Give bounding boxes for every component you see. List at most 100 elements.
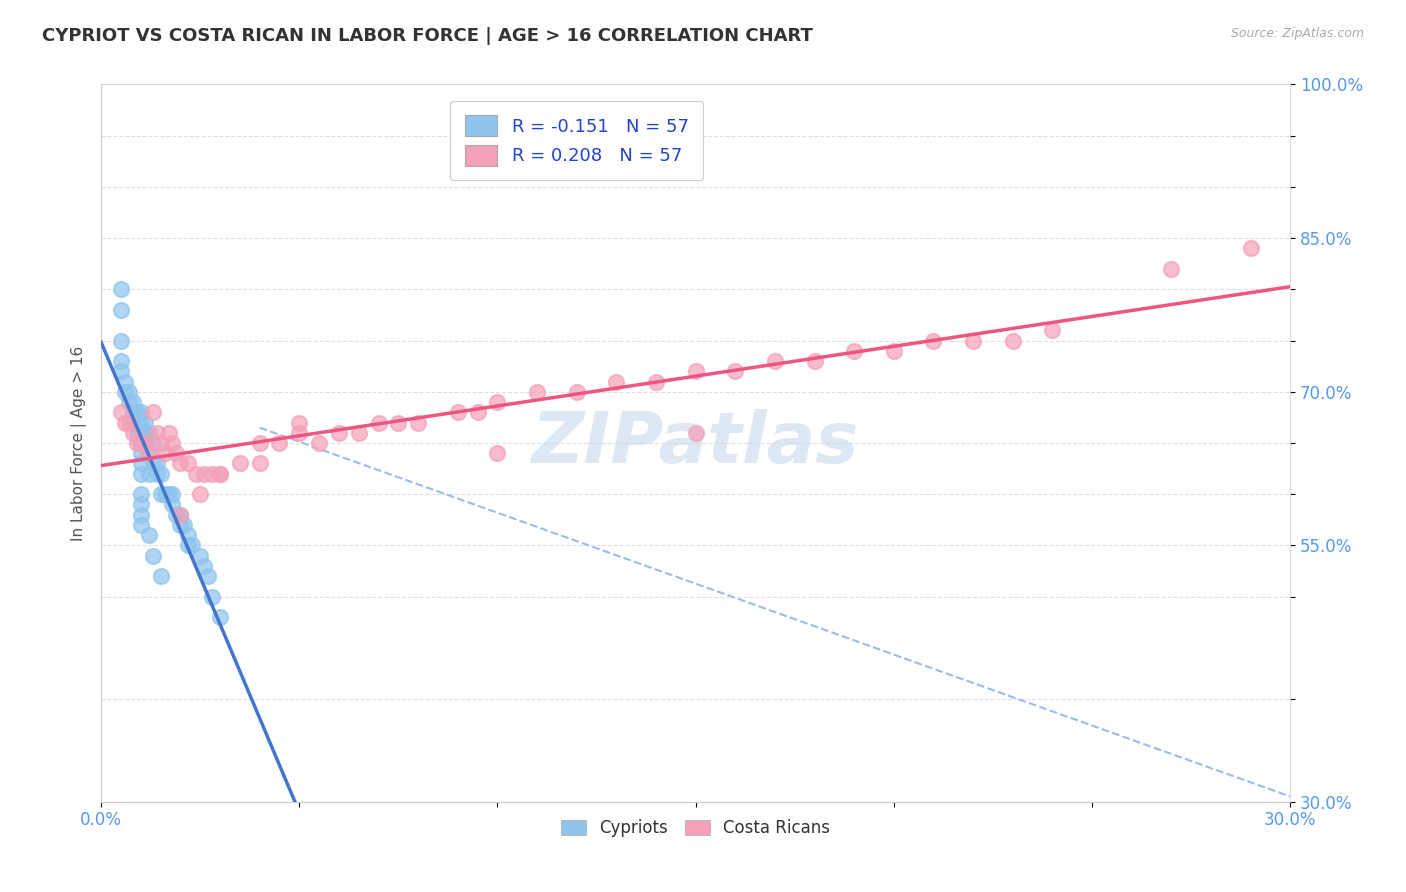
Point: [922, 334, 945, 348]
Y-axis label: In Labor Force | Age > 16: In Labor Force | Age > 16: [72, 345, 87, 541]
Point: [134, 436, 156, 450]
Point: [114, 375, 136, 389]
Point: [208, 467, 231, 481]
Point: [125, 416, 148, 430]
Point: [249, 436, 271, 450]
Point: [121, 416, 143, 430]
Point: [803, 354, 825, 368]
Point: [110, 364, 132, 378]
Point: [153, 446, 176, 460]
Point: [201, 467, 224, 481]
Point: [145, 425, 167, 440]
Point: [169, 457, 191, 471]
Point: [169, 508, 191, 522]
Point: [208, 610, 231, 624]
Point: [186, 467, 208, 481]
Point: [565, 384, 588, 399]
Point: [193, 558, 215, 573]
Point: [134, 416, 156, 430]
Point: [142, 549, 165, 563]
Point: [110, 354, 132, 368]
Text: CYPRIOT VS COSTA RICAN IN LABOR FORCE | AGE > 16 CORRELATION CHART: CYPRIOT VS COSTA RICAN IN LABOR FORCE | …: [42, 27, 813, 45]
Point: [118, 416, 141, 430]
Point: [645, 375, 668, 389]
Point: [406, 416, 429, 430]
Point: [169, 508, 191, 522]
Point: [883, 343, 905, 358]
Point: [125, 436, 148, 450]
Point: [145, 457, 167, 471]
Point: [181, 538, 204, 552]
Text: ZIPatlas: ZIPatlas: [531, 409, 859, 477]
Point: [177, 528, 200, 542]
Point: [114, 384, 136, 399]
Point: [367, 416, 389, 430]
Point: [157, 487, 180, 501]
Point: [169, 518, 191, 533]
Point: [121, 425, 143, 440]
Point: [129, 457, 152, 471]
Point: [188, 549, 211, 563]
Point: [605, 375, 627, 389]
Point: [1239, 241, 1261, 255]
Point: [129, 416, 152, 430]
Point: [142, 457, 165, 471]
Point: [249, 457, 271, 471]
Point: [110, 334, 132, 348]
Point: [197, 569, 219, 583]
Point: [157, 425, 180, 440]
Point: [118, 384, 141, 399]
Point: [188, 487, 211, 501]
Point: [134, 425, 156, 440]
Point: [129, 487, 152, 501]
Point: [229, 457, 252, 471]
Point: [114, 416, 136, 430]
Point: [118, 395, 141, 409]
Point: [173, 518, 195, 533]
Point: [129, 425, 152, 440]
Point: [142, 405, 165, 419]
Point: [162, 498, 184, 512]
Point: [269, 436, 291, 450]
Point: [526, 384, 548, 399]
Point: [1040, 323, 1063, 337]
Point: [138, 446, 160, 460]
Point: [110, 302, 132, 317]
Point: [149, 569, 172, 583]
Point: [162, 436, 184, 450]
Legend: Cypriots, Costa Ricans: Cypriots, Costa Ricans: [554, 812, 837, 844]
Point: [110, 282, 132, 296]
Point: [1160, 261, 1182, 276]
Point: [129, 446, 152, 460]
Point: [138, 467, 160, 481]
Point: [129, 518, 152, 533]
Point: [387, 416, 409, 430]
Point: [138, 528, 160, 542]
Point: [121, 395, 143, 409]
Point: [129, 467, 152, 481]
Point: [129, 508, 152, 522]
Text: Source: ZipAtlas.com: Source: ZipAtlas.com: [1230, 27, 1364, 40]
Point: [138, 446, 160, 460]
Point: [193, 467, 215, 481]
Point: [177, 457, 200, 471]
Point: [138, 425, 160, 440]
Point: [162, 487, 184, 501]
Point: [328, 425, 350, 440]
Point: [125, 425, 148, 440]
Point: [347, 425, 370, 440]
Point: [110, 405, 132, 419]
Point: [685, 425, 707, 440]
Point: [149, 467, 172, 481]
Point: [201, 590, 224, 604]
Point: [165, 446, 187, 460]
Point: [149, 436, 172, 450]
Point: [149, 487, 172, 501]
Point: [486, 446, 509, 460]
Point: [129, 436, 152, 450]
Point: [447, 405, 470, 419]
Point: [486, 395, 509, 409]
Point: [153, 487, 176, 501]
Point: [125, 405, 148, 419]
Point: [844, 343, 866, 358]
